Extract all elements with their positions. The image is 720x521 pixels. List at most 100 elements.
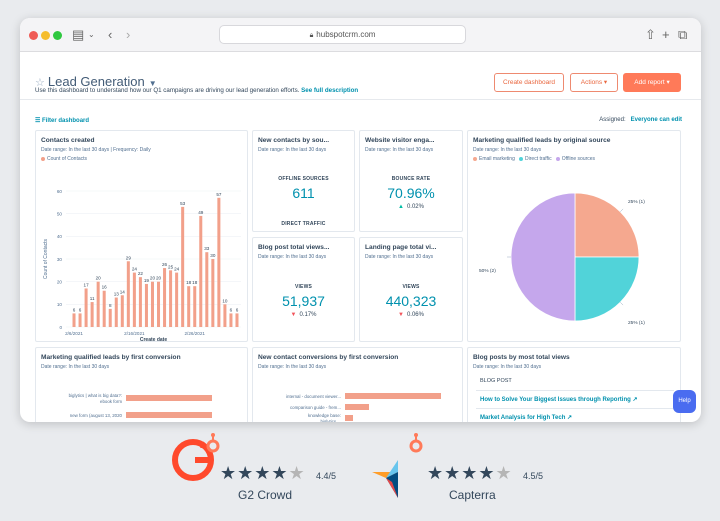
bar: [102, 290, 106, 327]
chevron-down-icon[interactable]: ⌄: [88, 30, 95, 39]
pie-slice: [574, 256, 640, 322]
minimize-window-button[interactable]: [41, 31, 50, 40]
y-tick-label: 30: [57, 257, 63, 262]
card-subtitle: Date range: In the last 30 days: [365, 254, 434, 260]
pie-slice: [574, 192, 640, 258]
card-subtitle: Date range: In the last 30 days: [365, 147, 434, 153]
bar: [90, 302, 94, 327]
y-tick-label: 0: [59, 325, 62, 330]
legend-dot-email: [473, 156, 477, 161]
bar-value-label: 6: [230, 307, 233, 312]
close-window-button[interactable]: [29, 31, 38, 40]
contacts-created-card[interactable]: Contacts created Date range: In the last…: [35, 130, 248, 342]
kpi-value: 51,937: [282, 293, 325, 309]
dashboard-title-text: Lead Generation: [47, 74, 145, 89]
filter-dashboard-link[interactable]: ☰ Filter dashboard: [35, 117, 89, 124]
bar: [199, 215, 203, 327]
card-title: Marketing qualified leads by first conve…: [41, 354, 181, 361]
kpi-delta: ▲ 0.02%: [360, 204, 462, 210]
address-bar[interactable]: 🔒︎ hubspotcrm.com: [219, 25, 466, 44]
bar: [126, 261, 130, 327]
bar-value-label: 20: [150, 276, 156, 281]
assigned-info: Assigned: Everyone can edit: [599, 117, 682, 123]
blog-post-link[interactable]: Market Analysis for High Tech ↗: [480, 414, 572, 421]
divider: [476, 390, 674, 391]
bar-value-label: 25: [168, 264, 174, 269]
g2-score: 4.4/5: [316, 471, 337, 481]
bar-value-label: 20: [156, 276, 162, 281]
bar: [345, 404, 369, 410]
contact-conversion-bar-chart: internal - document viewer... comparison …: [286, 393, 441, 422]
hubspot-sprocket-icon: [409, 433, 423, 453]
new-contacts-by-source-card[interactable]: New contacts by sou... Date range: In th…: [252, 130, 355, 232]
new-tab-icon[interactable]: +: [662, 27, 670, 42]
bar: [78, 313, 82, 327]
create-dashboard-button[interactable]: Create dashboard: [494, 73, 564, 92]
website-visitor-card[interactable]: Website visitor enga... Date range: In t…: [359, 130, 463, 232]
g2-logo: 2: [172, 439, 214, 481]
share-icon[interactable]: ⇧: [645, 27, 656, 42]
sidebar-icon[interactable]: ▤: [72, 27, 85, 42]
actions-button[interactable]: Actions ▾: [570, 73, 618, 92]
partial-star: ★: [288, 463, 306, 483]
bar: [126, 395, 212, 401]
card-subtitle: Date range: In the last 30 days: [258, 254, 327, 260]
bar-value-label: 53: [180, 201, 186, 206]
landing-page-views-card[interactable]: Landing page total vi... Date range: In …: [359, 237, 463, 342]
bar-value-label: 10: [222, 298, 228, 303]
new-contact-conversions-card[interactable]: New contact conversions by first convers…: [252, 347, 463, 422]
see-full-description-link[interactable]: See full description: [301, 87, 359, 94]
pie-slice-label: 50% (2): [479, 268, 496, 274]
trend-down-icon: ▼: [398, 312, 404, 318]
bar: [223, 304, 227, 327]
help-button[interactable]: Help: [673, 390, 696, 413]
mql-conversion-bar-chart: biglytics | what is big data?:ebook form…: [69, 393, 212, 418]
bar: [229, 313, 233, 327]
tabs-overview-icon[interactable]: ⧉: [678, 27, 688, 42]
bar-value-label: 11: [90, 296, 95, 301]
blog-post-link[interactable]: How to Solve Your Biggest Issues through…: [480, 396, 638, 403]
card-subtitle: Date range: In the last 30 days: [258, 147, 327, 153]
kpi-delta: ▼ 0.17%: [253, 312, 354, 318]
bar: [345, 393, 441, 399]
bar: [120, 295, 124, 327]
bar-value-label: 6: [236, 307, 239, 312]
blog-post-views-card[interactable]: Blog post total views... Date range: In …: [252, 237, 355, 342]
bar: [175, 272, 179, 327]
url-text: hubspotcrm.com: [316, 30, 376, 39]
maximize-window-button[interactable]: [53, 31, 62, 40]
y-tick-label: 20: [57, 279, 63, 284]
assigned-link[interactable]: Everyone can edit: [630, 117, 682, 123]
kpi-value: 70.96%: [387, 185, 435, 201]
bar-category-label: internal - document viewer...: [286, 394, 341, 399]
bar: [193, 286, 197, 327]
add-report-button[interactable]: Add report ▾: [623, 73, 681, 92]
kpi-delta: ▼ 0.06%: [360, 312, 462, 318]
bar: [217, 197, 221, 327]
full-stars: ★★★★: [427, 463, 496, 483]
legend-label-offline: Offline sources: [561, 156, 596, 162]
card-subtitle: Date range: In the last 30 days: [473, 147, 542, 153]
bar-value-label: 22: [138, 271, 144, 276]
bar-value-label: 30: [210, 253, 216, 258]
legend-dot-direct: [519, 156, 524, 161]
kpi-label: BOUNCE RATE: [391, 176, 431, 182]
bar-value-label: 19: [144, 278, 150, 283]
bar: [163, 268, 167, 327]
kpi-label: VIEWS: [294, 284, 313, 290]
caret-down-icon[interactable]: ▼: [148, 79, 157, 88]
assigned-label: Assigned:: [599, 117, 626, 123]
back-icon[interactable]: ‹: [108, 27, 113, 42]
forward-icon[interactable]: ›: [126, 27, 131, 42]
pie-leader-line: [620, 208, 624, 212]
favorite-star-icon[interactable]: ☆: [35, 77, 45, 89]
mql-by-first-conversion-card[interactable]: Marketing qualified leads by first conve…: [35, 347, 248, 422]
chart-legend: Count of Contacts: [41, 156, 87, 162]
kpi-value: 611: [292, 185, 315, 201]
mql-by-source-card[interactable]: Marketing qualified leads by original so…: [467, 130, 681, 342]
blog-post-column-header: BLOG POST: [480, 378, 512, 384]
blog-posts-by-views-card[interactable]: Blog posts by most total views Date rang…: [467, 347, 681, 422]
bar: [169, 270, 173, 327]
dashboard-title[interactable]: ☆ Lead Generation ▼: [35, 74, 157, 89]
kpi-label: OFFLINE SOURCES: [278, 176, 329, 182]
